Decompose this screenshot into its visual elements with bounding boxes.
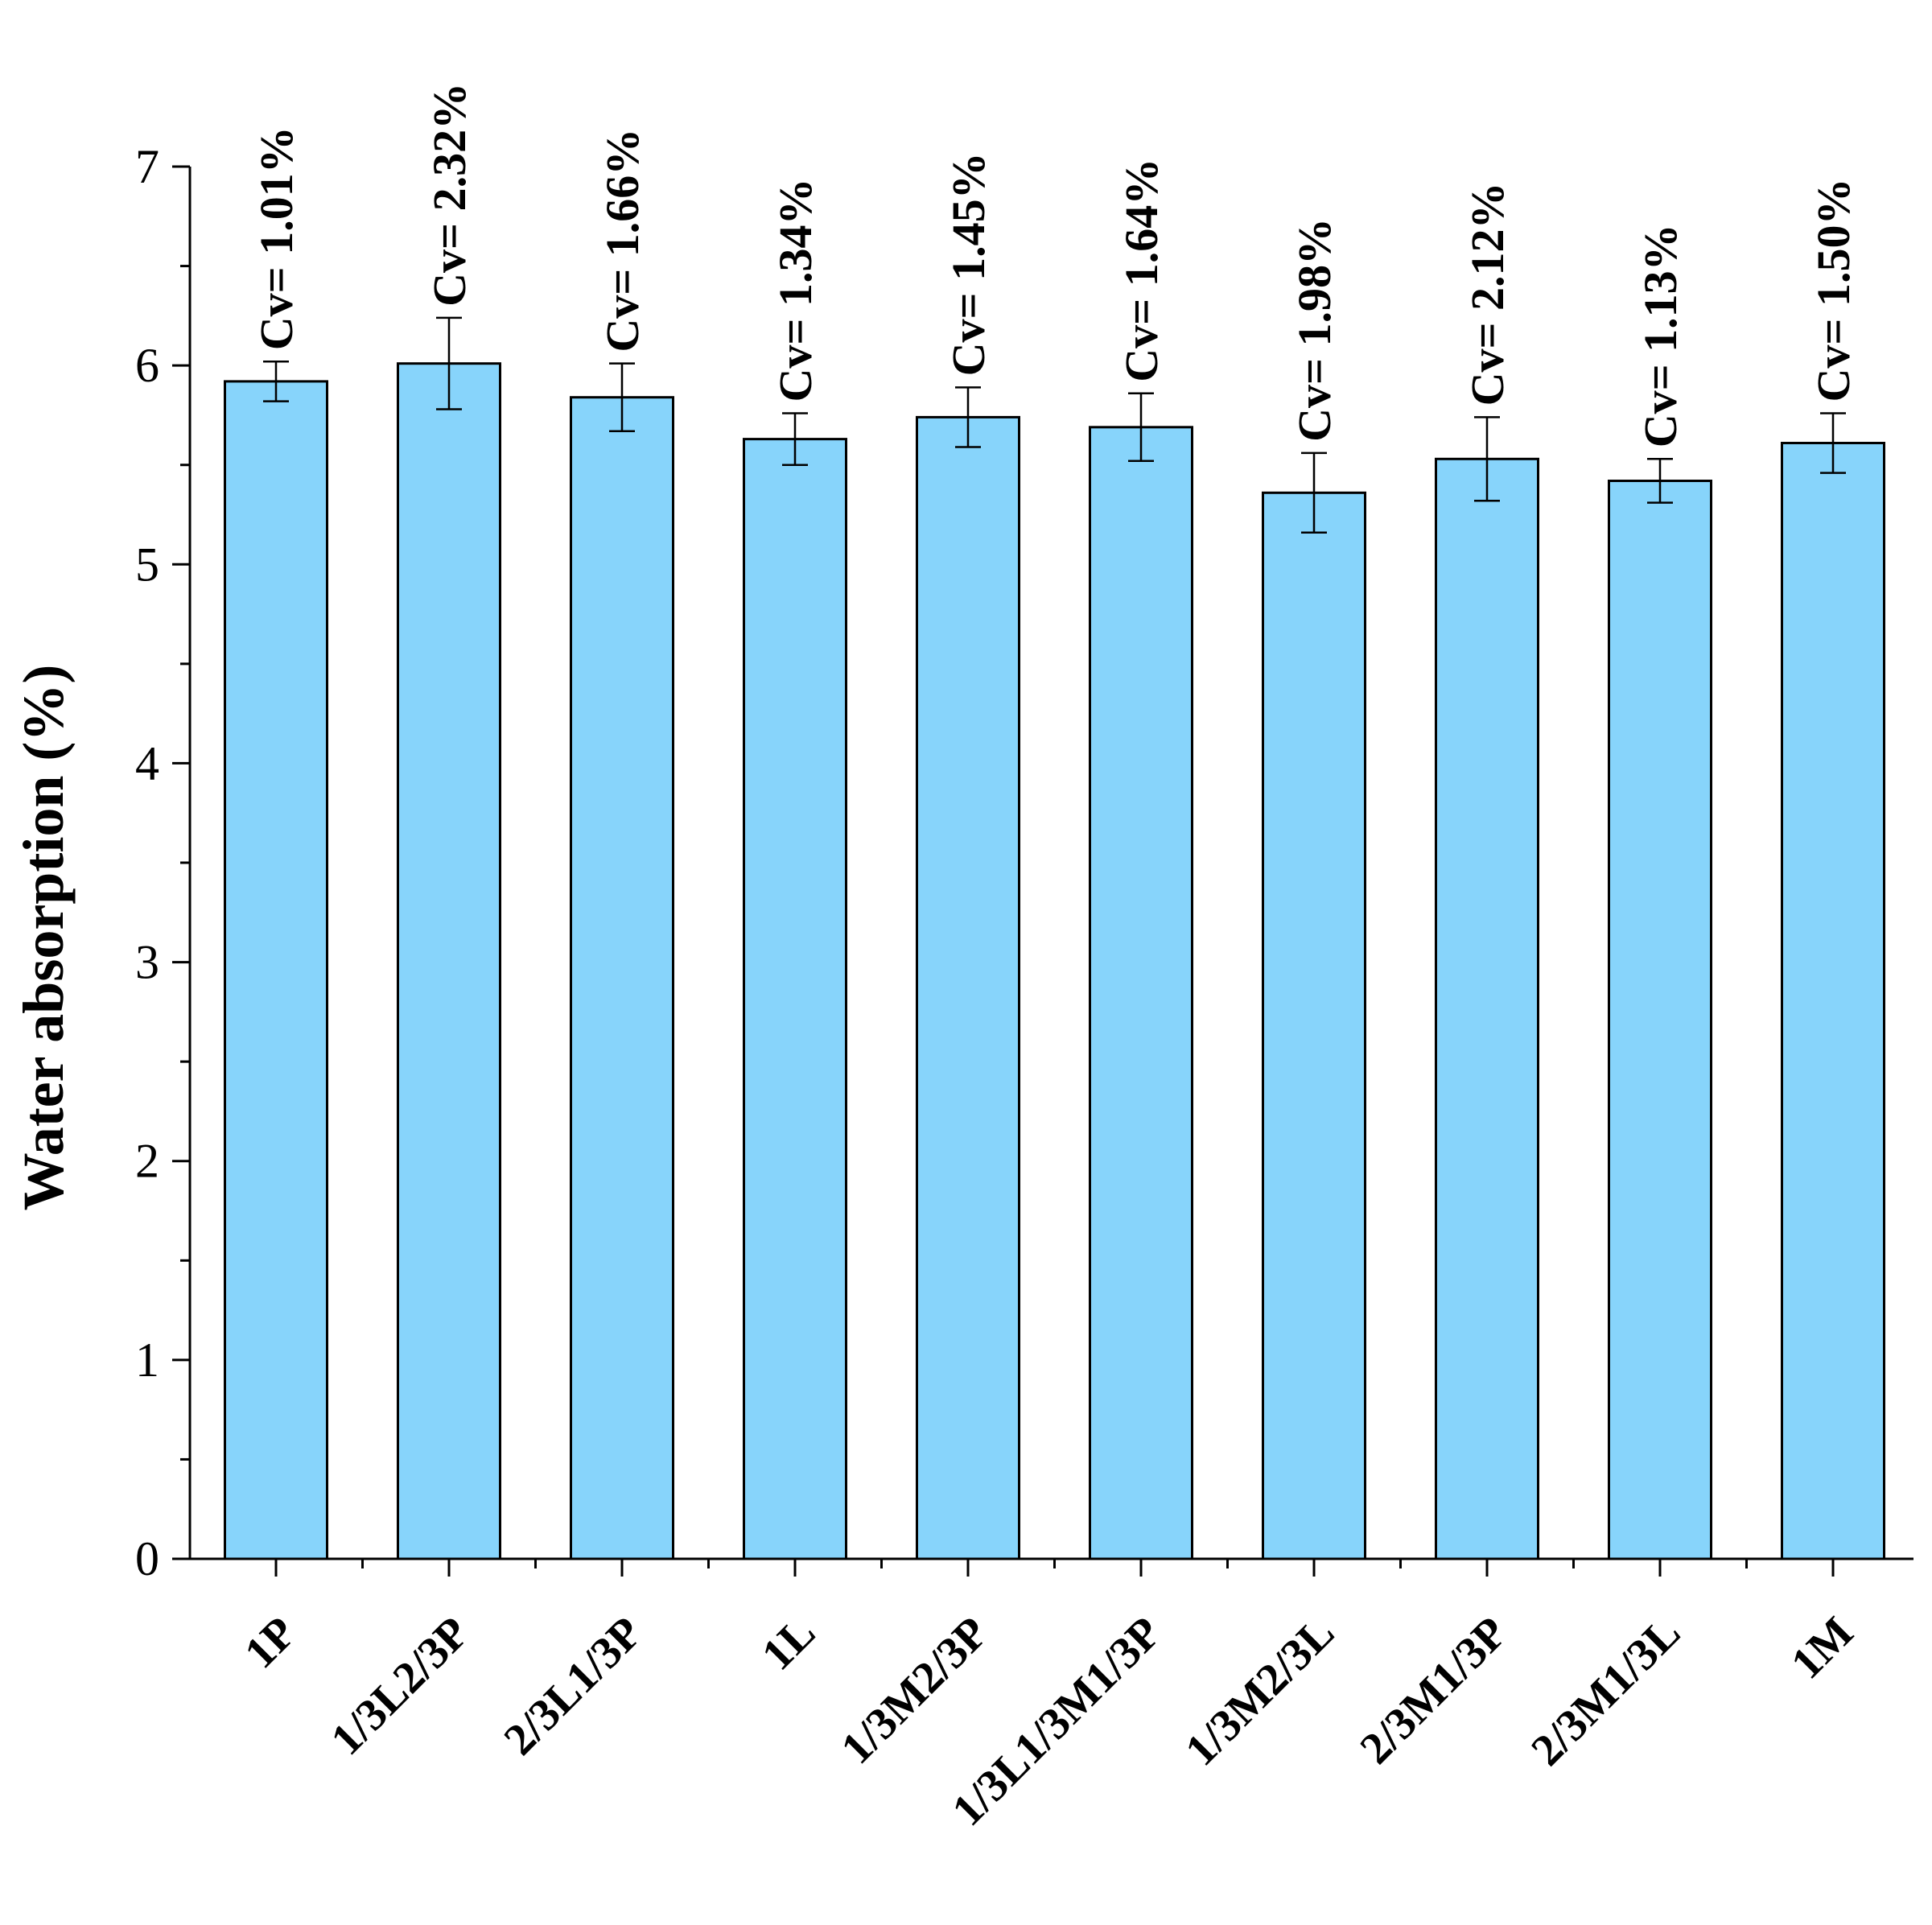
bars-group: [224, 362, 1885, 1560]
bar-4: [916, 415, 1020, 1560]
cv-annotation-0: Cv= 1.01%: [250, 126, 303, 350]
y-tick-label-5: 5: [135, 538, 159, 591]
y-tick-label-3: 3: [135, 936, 159, 989]
cv-annotation-9: Cv= 1.50%: [1807, 179, 1860, 402]
cv-annotation-6: Cv= 1.98%: [1288, 218, 1341, 442]
x-tick-label-8: 2/3M1/3L: [1522, 1607, 1690, 1775]
error-bars-group: [263, 316, 1846, 534]
x-tick-label-4: 1/3M2/3P: [832, 1607, 999, 1774]
x-tick-label-6: 1/3M2/3L: [1176, 1607, 1344, 1775]
bar-8: [1608, 480, 1712, 1560]
x-tick-label-9: 1M: [1782, 1607, 1863, 1688]
cv-annotation-2: Cv= 1.66%: [596, 129, 649, 352]
cv-annotation-7: Cv= 2.12%: [1461, 182, 1514, 406]
bar-1: [397, 362, 501, 1560]
cv-annotation-4: Cv= 1.45%: [942, 152, 995, 376]
x-tick-label-0: 1P: [235, 1607, 306, 1678]
y-tick-label-2: 2: [135, 1135, 159, 1188]
cv-annotation-8: Cv= 1.13%: [1634, 224, 1687, 447]
bar-2: [570, 396, 674, 1560]
x-tick-label-1: 1/3L2/3P: [322, 1607, 480, 1765]
y-tick-label-1: 1: [135, 1333, 159, 1387]
bar-7: [1435, 457, 1539, 1560]
y-axis-title: Water absorption (%): [11, 665, 76, 1211]
y-tick-label-0: 0: [135, 1532, 159, 1585]
cv-annotation-1: Cv= 2.32%: [423, 83, 476, 307]
bar-3: [743, 438, 847, 1560]
y-tick-label-4: 4: [135, 736, 159, 789]
bar-5: [1089, 426, 1193, 1560]
y-tick-label-6: 6: [135, 339, 159, 392]
x-tick-label-7: 2/3M1/3P: [1351, 1607, 1518, 1774]
x-tick-label-3: 1L: [752, 1607, 825, 1680]
y-tick-label-7: 7: [135, 140, 159, 193]
bar-0: [224, 380, 328, 1560]
bar-9: [1781, 442, 1885, 1560]
x-tick-label-2: 2/3L1/3P: [495, 1607, 653, 1765]
cv-annotation-5: Cv= 1.64%: [1115, 159, 1168, 382]
bar-6: [1262, 491, 1366, 1560]
axes-group: [172, 165, 1913, 1577]
cv-annotation-3: Cv= 1.34%: [769, 179, 822, 402]
